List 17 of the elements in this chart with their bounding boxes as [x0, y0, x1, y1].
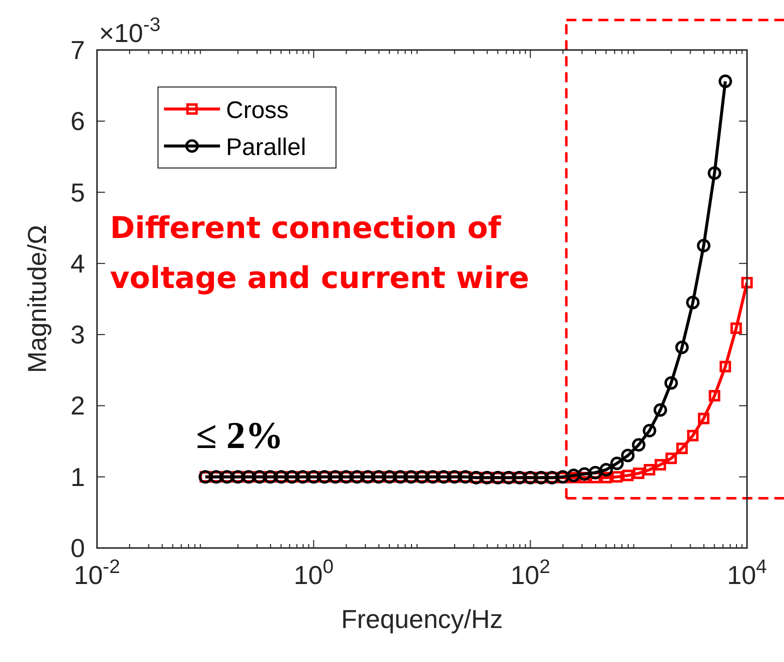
x-tick-label: 10$^{4}$ [727, 556, 768, 590]
y-tick-label: 5 [70, 177, 85, 208]
y-tick-label: 2 [70, 390, 85, 421]
legend-label: Parallel [226, 134, 306, 161]
y-tick-label: 7 [70, 35, 85, 65]
x-axis-title: Frequency/Hz [341, 604, 503, 634]
y-tick-label: 6 [70, 106, 85, 136]
annotation: ≤ 2% [196, 415, 284, 457]
y-tick-label: 1 [70, 462, 85, 492]
y-axis-title: Magnitude/Ω [22, 224, 52, 374]
x-tick-label: 10$^{2}$ [510, 556, 550, 590]
legend-label: Cross [226, 97, 289, 124]
x-tick-label: 10$^{0}$ [294, 556, 334, 590]
text: ×10$^{-3}$ [99, 14, 160, 48]
y-tick-label: 3 [70, 320, 85, 350]
annotation: Different connection of voltage and current wire [110, 211, 530, 296]
y-tick-label: 4 [70, 248, 85, 278]
